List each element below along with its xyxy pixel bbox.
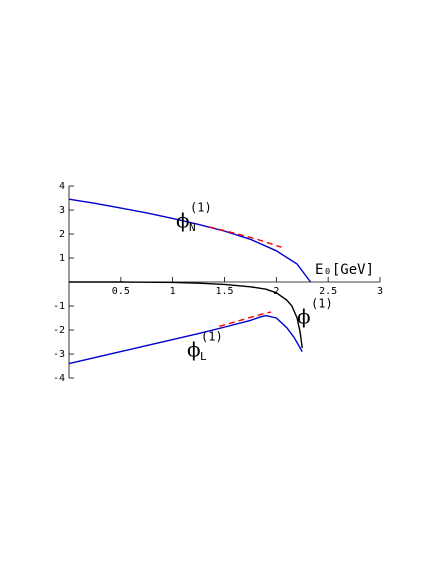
curve — [69, 281, 303, 349]
y-tick-label: -4 — [53, 373, 65, 384]
x-tick-label: 2.5 — [319, 286, 337, 297]
y-tick-label: 3 — [59, 205, 65, 216]
curve — [68, 314, 303, 365]
x-tick-label: 0.5 — [112, 286, 130, 297]
curve — [208, 226, 282, 248]
annotation-symbol: ϕ — [297, 305, 311, 329]
annotation-sub: N — [189, 221, 196, 234]
x-tick-label: 2 — [273, 286, 279, 297]
annotation-symbol: ϕ — [187, 338, 201, 362]
curve — [68, 198, 312, 283]
annotation-sub: L — [200, 350, 207, 363]
x-tick-label: 3 — [377, 286, 383, 297]
y-tick-label: 2 — [59, 229, 65, 240]
y-tick-label: -3 — [53, 349, 65, 360]
annotation-sup: (1) — [190, 201, 212, 215]
annotation-sup: (1) — [201, 330, 223, 344]
x-axis-label: E₀[GeV] — [315, 262, 374, 278]
annotation-sup: (1) — [311, 297, 333, 311]
x-tick-label: 1.5 — [215, 286, 233, 297]
curve — [219, 311, 272, 328]
y-tick-label: 4 — [59, 181, 65, 192]
y-tick-label: 1 — [59, 253, 65, 264]
x-tick-label: 1 — [170, 286, 176, 297]
y-tick-label: -2 — [53, 325, 65, 336]
y-tick-label: -1 — [53, 301, 65, 312]
annotation-symbol: ϕ — [176, 209, 190, 233]
